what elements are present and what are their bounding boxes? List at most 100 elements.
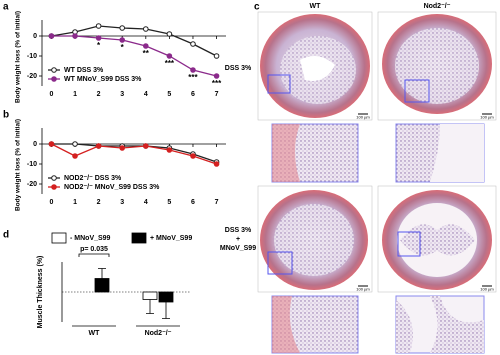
point bbox=[119, 37, 126, 43]
point bbox=[213, 53, 220, 59]
tissue bbox=[272, 296, 300, 353]
point bbox=[72, 141, 78, 147]
tissue bbox=[396, 296, 484, 353]
point bbox=[166, 53, 173, 59]
error-bar bbox=[98, 268, 106, 279]
legend-label: NOD2⁻/⁻ MNoV_S99 DSS 3% bbox=[64, 184, 160, 191]
legend-marker bbox=[51, 184, 57, 190]
significance: * bbox=[121, 43, 125, 52]
x-tick-label: 2 bbox=[97, 199, 101, 206]
legend-swatch bbox=[131, 232, 147, 244]
legend-label: - MNoV_S99 bbox=[70, 235, 111, 242]
legend-marker bbox=[51, 175, 57, 181]
zoom-box bbox=[267, 74, 291, 94]
y-tick-label: -10 bbox=[27, 53, 37, 60]
bar bbox=[158, 291, 174, 303]
legend-marker bbox=[51, 76, 57, 82]
scale-label: 100 µm bbox=[480, 287, 494, 292]
legend-label: WT MNoV_S99 DSS 3% bbox=[64, 76, 142, 83]
panel-label: d bbox=[3, 230, 9, 241]
y-tick-label: -20 bbox=[27, 73, 37, 80]
x-tick-label: 1 bbox=[73, 91, 77, 98]
column-label: WT bbox=[310, 3, 322, 10]
zoom-box bbox=[397, 231, 421, 257]
point bbox=[95, 143, 102, 149]
point bbox=[119, 25, 126, 31]
x-tick-label: 3 bbox=[120, 91, 124, 98]
point bbox=[72, 33, 78, 39]
point bbox=[119, 145, 126, 151]
x-tick-label: WT bbox=[89, 330, 101, 337]
point bbox=[190, 153, 196, 159]
row-label: MNoV_S99 bbox=[220, 245, 256, 252]
bracket bbox=[78, 253, 110, 257]
y-axis-label: Muscle Thickness (%) bbox=[37, 256, 44, 329]
x-tick-label: 4 bbox=[144, 91, 148, 98]
legend-label: + MNoV_S99 bbox=[150, 235, 192, 242]
y-tick-label: 0 bbox=[33, 33, 37, 40]
legend-swatch bbox=[51, 232, 67, 244]
x-tick-label: 4 bbox=[144, 199, 148, 206]
y-axis-label: Body weight loss (% of initial) bbox=[15, 11, 22, 103]
point bbox=[95, 35, 102, 41]
x-tick-label: 0 bbox=[49, 199, 53, 206]
y-tick-label: -10 bbox=[27, 161, 37, 168]
y-tick-label: -20 bbox=[27, 181, 37, 188]
point bbox=[190, 67, 196, 73]
scale-label: 100 µm bbox=[356, 287, 370, 292]
bar bbox=[94, 278, 110, 293]
x-tick-label: 5 bbox=[167, 199, 171, 206]
x-tick-label: 2 bbox=[97, 91, 101, 98]
line bbox=[51, 143, 217, 165]
scale-label: 100 µm bbox=[356, 115, 370, 120]
bar bbox=[142, 291, 158, 300]
row-label: + bbox=[236, 236, 240, 243]
point bbox=[213, 73, 220, 79]
x-tick-label: Nod2⁻/⁻ bbox=[145, 330, 172, 337]
panel-label: c bbox=[254, 2, 260, 13]
significance: ** bbox=[143, 49, 150, 58]
x-tick-label: 1 bbox=[73, 199, 77, 206]
row-label: DSS 3% bbox=[225, 227, 252, 234]
panel-label: a bbox=[3, 2, 9, 13]
point bbox=[142, 43, 149, 49]
panel-label: b bbox=[3, 110, 9, 121]
point bbox=[190, 41, 196, 47]
significance: *** bbox=[165, 59, 175, 68]
point bbox=[142, 26, 149, 32]
y-axis-label: Body weight loss (% of initial) bbox=[15, 119, 22, 211]
point bbox=[166, 147, 173, 153]
legend-label: NOD2⁻/⁻ DSS 3% bbox=[64, 175, 122, 182]
tissue bbox=[274, 204, 354, 276]
scale-label: 100 µm bbox=[480, 115, 494, 120]
line bbox=[51, 25, 217, 57]
lumen bbox=[430, 124, 484, 182]
point bbox=[72, 153, 78, 159]
point bbox=[95, 23, 102, 29]
p-value: p= 0.035 bbox=[80, 246, 108, 253]
legend-marker bbox=[51, 67, 57, 73]
point bbox=[48, 33, 55, 39]
histology-panel: c WT Nod2⁻/⁻ DSS 3% DSS 3% + MNoV_S99 10… bbox=[220, 2, 497, 354]
point bbox=[142, 143, 149, 149]
x-tick-label: 0 bbox=[49, 91, 53, 98]
tissue bbox=[272, 124, 300, 182]
x-tick-label: 7 bbox=[215, 199, 219, 206]
line bbox=[51, 143, 217, 163]
point bbox=[213, 161, 220, 167]
error-bar bbox=[162, 302, 170, 319]
significance: *** bbox=[188, 73, 198, 82]
tissue bbox=[395, 28, 479, 104]
error-bar bbox=[146, 299, 154, 314]
line bbox=[51, 35, 217, 77]
column-label: Nod2⁻/⁻ bbox=[424, 3, 451, 10]
zoom-box bbox=[404, 79, 430, 103]
zoom-box bbox=[267, 251, 293, 275]
significance: * bbox=[97, 41, 101, 50]
x-tick-label: 6 bbox=[191, 91, 195, 98]
x-tick-label: 7 bbox=[215, 91, 219, 98]
y-tick-label: 0 bbox=[33, 141, 37, 148]
point bbox=[48, 141, 55, 147]
legend-label: WT DSS 3% bbox=[64, 67, 104, 74]
